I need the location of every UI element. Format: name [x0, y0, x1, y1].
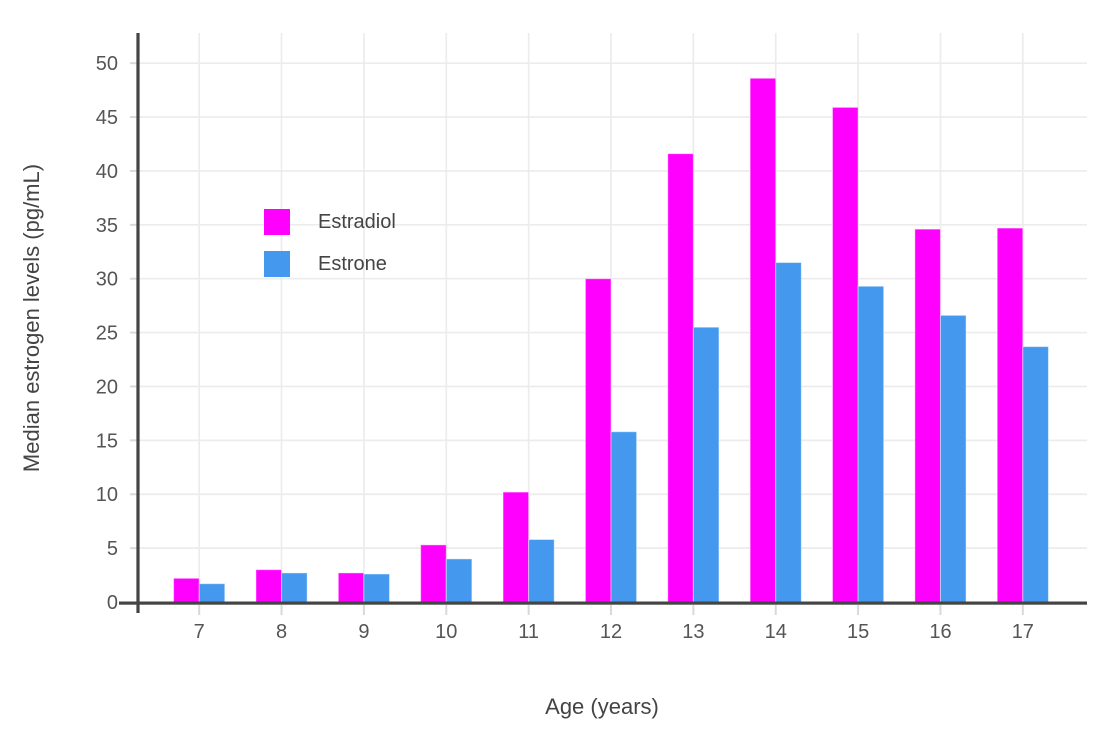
- legend-swatch-estrone: [264, 251, 290, 277]
- x-tick-label-16: 16: [929, 621, 951, 643]
- legend-item-estrone[interactable]: Estrone: [264, 251, 396, 277]
- bar-estradiol-16: [914, 228, 941, 603]
- x-tick-label-17: 17: [1012, 621, 1034, 643]
- y-tick-label-35: 35: [96, 215, 118, 237]
- x-tick-label-7: 7: [194, 621, 205, 643]
- y-tick-label-25: 25: [96, 323, 118, 345]
- bar-estrone-15: [857, 285, 885, 603]
- bar-estradiol-8: [255, 569, 283, 603]
- y-axis-title: Median estrogen levels (pg/mL): [19, 163, 44, 473]
- legend-label-estradiol: Estradiol: [318, 211, 396, 233]
- x-tick-label-14: 14: [765, 621, 787, 643]
- x-tick-label-15: 15: [847, 621, 869, 643]
- bar-estrone-12: [610, 431, 638, 603]
- bar-estrone-13: [692, 326, 720, 603]
- y-tick-label-0: 0: [107, 592, 118, 614]
- bar-estradiol-12: [584, 278, 612, 603]
- bar-estradiol-11: [502, 491, 530, 603]
- y-tick-label-50: 50: [96, 53, 118, 75]
- y-tick-label-45: 45: [96, 107, 118, 129]
- bar-estrone-7: [198, 583, 226, 603]
- bar-estrone-17: [1022, 346, 1049, 603]
- bar-estrone-14: [775, 262, 802, 603]
- y-axis-line: [136, 33, 140, 613]
- bar-estrone-8: [281, 572, 308, 603]
- y-tick-label-20: 20: [96, 376, 118, 398]
- y-tick-label-15: 15: [96, 430, 118, 452]
- bar-estradiol-15: [831, 106, 859, 603]
- y-tick-label-10: 10: [96, 484, 118, 506]
- x-axis-line: [119, 601, 1087, 605]
- y-tick-label-5: 5: [107, 538, 118, 560]
- bar-estrone-9: [363, 573, 391, 603]
- bar-estradiol-10: [420, 544, 447, 603]
- x-tick-label-12: 12: [600, 621, 622, 643]
- legend-label-estrone: Estrone: [318, 253, 387, 275]
- bar-estrone-16: [939, 314, 967, 603]
- y-tick-label-30: 30: [96, 269, 118, 291]
- legend: Estradiol Estrone: [264, 209, 396, 277]
- bar-estradiol-13: [667, 153, 694, 603]
- bar-estradiol-9: [337, 572, 365, 603]
- x-tick-label-10: 10: [435, 621, 457, 643]
- bar-estradiol-14: [749, 77, 777, 603]
- bar-estradiol-17: [996, 227, 1024, 603]
- bar-estrone-11: [528, 538, 555, 603]
- x-tick-label-13: 13: [682, 621, 704, 643]
- legend-swatch-estradiol: [264, 209, 290, 235]
- y-tick-label-40: 40: [96, 161, 118, 183]
- bar-estradiol-7: [173, 577, 200, 603]
- x-axis-title: Age (years): [545, 694, 659, 719]
- x-tick-label-9: 9: [358, 621, 369, 643]
- x-tick-label-11: 11: [518, 621, 539, 643]
- bar-estrone-10: [445, 558, 473, 603]
- legend-item-estradiol[interactable]: Estradiol: [264, 209, 396, 235]
- x-tick-label-8: 8: [276, 621, 287, 643]
